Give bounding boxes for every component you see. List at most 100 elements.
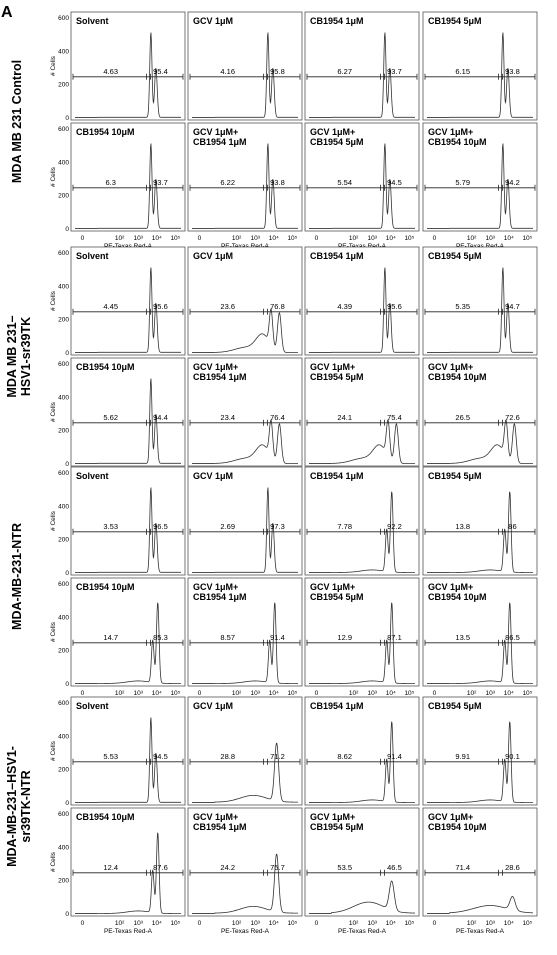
group-label-line: HSV1-sr39TK <box>19 317 33 396</box>
x-tick-label: 10² <box>232 235 242 242</box>
histogram-panel: 24.2 75.7 GCV 1μM+CB1954 1μM 0 10² 10³ 10⁴ 10⁵ P… <box>187 807 303 935</box>
gate-left-value: 14.7 <box>103 633 118 642</box>
histogram-curve <box>192 419 298 464</box>
gate-right-value: 94.5 <box>153 752 168 761</box>
gate-left-value: 26.5 <box>455 413 470 422</box>
gate-right-value: 92.2 <box>387 522 402 531</box>
y-tick-label: 400 <box>58 159 69 166</box>
histogram-panel: 53.5 46.5 GCV 1μM+CB1954 5μM 0 10² 10³ 10⁴ 10⁵ P… <box>304 807 420 935</box>
y-tick-label: 400 <box>58 614 69 621</box>
x-tick-label: 10⁵ <box>170 920 180 927</box>
x-tick-label: 10⁵ <box>522 690 532 697</box>
histogram-panel: 2.69 97.3 GCV 1μM <box>187 466 303 576</box>
x-tick-label: 0 <box>198 235 202 242</box>
panel-frame <box>70 466 186 576</box>
panel-label: GCV 1μM <box>193 16 233 26</box>
x-tick-label: 10³ <box>134 235 144 242</box>
gate-right-value: 95.8 <box>270 67 285 76</box>
histogram-curve <box>427 602 533 684</box>
histogram-panel: 4.39 95.6 CB1954 1μM <box>304 246 420 356</box>
histogram-panel: 4.16 95.8 GCV 1μM <box>187 11 303 121</box>
gate-right-value: 71.2 <box>270 752 285 761</box>
gate-left-value: 24.1 <box>337 413 352 422</box>
panel-frame <box>70 11 186 121</box>
panel-label: GCV 1μM <box>193 701 233 711</box>
histogram-curve <box>192 853 298 914</box>
panel-label: CB1954 5μM <box>310 372 364 382</box>
y-tick-label: 600 <box>58 250 69 257</box>
x-tick-label: 10⁴ <box>504 690 514 697</box>
gate-left-value: 2.69 <box>220 522 235 531</box>
x-tick-label: 10⁴ <box>269 690 279 697</box>
panel-frame <box>70 807 186 917</box>
panel-label: CB1954 1μM <box>310 251 364 261</box>
gate-right-value: 94.4 <box>153 413 168 422</box>
histogram-curve <box>75 832 181 914</box>
panel-frame <box>422 11 538 121</box>
y-tick-label: 400 <box>58 844 69 851</box>
x-tick-label: 10³ <box>368 920 378 927</box>
histogram-panel: 5.53 94.5 Solvent 0 200 400 600 # Cells <box>50 696 186 807</box>
panel-frame <box>187 696 303 806</box>
panel-label: CB1954 1μM <box>310 16 364 26</box>
gate-right-value: 94.2 <box>505 178 520 187</box>
x-axis-label: PE-Texas Red-A <box>221 928 270 935</box>
panel-frame <box>187 122 303 232</box>
panel-label: GCV 1μM+ <box>193 582 238 592</box>
panel-label: CB1954 10μM <box>428 592 487 602</box>
panel-frame <box>70 246 186 356</box>
y-tick-label: 600 <box>58 581 69 588</box>
histogram-curve <box>309 880 416 914</box>
gate-right-value: 72.6 <box>505 413 520 422</box>
x-axis-label: PE-Texas Red-A <box>456 928 505 935</box>
gate-left-value: 6.3 <box>106 178 116 187</box>
panel-frame <box>422 246 538 356</box>
panel-label: CB1954 10μM <box>76 362 135 372</box>
panel-label: Solvent <box>76 251 109 261</box>
gate-right-value: 87.6 <box>153 863 168 872</box>
gate-left-value: 5.53 <box>103 752 118 761</box>
panel-label: Solvent <box>76 701 109 711</box>
y-tick-label: 0 <box>65 350 69 357</box>
panel-group: MDA MB 231–HSV1-sr39TK 4.45 95.6 Solvent 0 20… <box>5 246 538 485</box>
histogram-panel: 71.4 28.6 GCV 1μM+CB1954 10μM 0 10² 10³ 10⁴ 10⁵… <box>422 807 538 935</box>
histogram-curve <box>427 143 533 229</box>
panel-label: GCV 1μM+ <box>310 582 355 592</box>
y-axis-label: # Cells <box>50 401 57 422</box>
histogram-panel: 5.54 94.5 GCV 1μM+CB1954 5μM 0 10² 10³ 10⁴ 10⁵ P… <box>304 122 420 250</box>
y-tick-label: 200 <box>58 648 69 655</box>
y-axis-label: # Cells <box>50 510 57 531</box>
histogram-panel: 6.15 93.8 CB1954 5μM <box>422 11 538 121</box>
gate-left-value: 7.78 <box>337 522 352 531</box>
panel-label: CB1954 1μM <box>310 471 364 481</box>
x-tick-label: 10³ <box>134 920 144 927</box>
x-tick-label: 10² <box>467 235 477 242</box>
gate-left-value: 5.62 <box>103 413 118 422</box>
x-tick-label: 10² <box>467 920 477 927</box>
x-tick-label: 0 <box>315 690 319 697</box>
panel-group: MDA-MB-231–HSV1-sr39TK-NTR 5.53 94.5 Solven… <box>5 696 538 935</box>
y-axis-label: # Cells <box>50 621 57 642</box>
x-tick-label: 10² <box>115 920 125 927</box>
gate-right-value: 94.7 <box>505 302 520 311</box>
y-tick-label: 200 <box>58 767 69 774</box>
x-tick-label: 0 <box>315 235 319 242</box>
gate-right-value: 76.8 <box>270 302 285 311</box>
panel-label: Solvent <box>76 471 109 481</box>
histogram-curve <box>75 378 181 464</box>
y-tick-label: 400 <box>58 503 69 510</box>
x-tick-label: 10⁴ <box>152 235 162 242</box>
x-tick-label: 10³ <box>486 690 496 697</box>
panel-frame <box>304 466 420 576</box>
y-tick-label: 0 <box>65 681 69 688</box>
histogram-panel: 12.4 87.6 CB1954 10μM 0 200 400 600 # Cells 0 10²… <box>50 807 186 935</box>
histogram-curve <box>427 267 533 353</box>
y-tick-label: 400 <box>58 283 69 290</box>
gate-left-value: 4.63 <box>103 67 118 76</box>
group-label-line: MDA-MB-231–HSV1- <box>5 746 19 867</box>
histogram-curve <box>192 487 298 573</box>
x-tick-label: 10⁵ <box>404 920 414 927</box>
y-axis-label: # Cells <box>50 55 57 76</box>
y-tick-label: 200 <box>58 428 69 435</box>
